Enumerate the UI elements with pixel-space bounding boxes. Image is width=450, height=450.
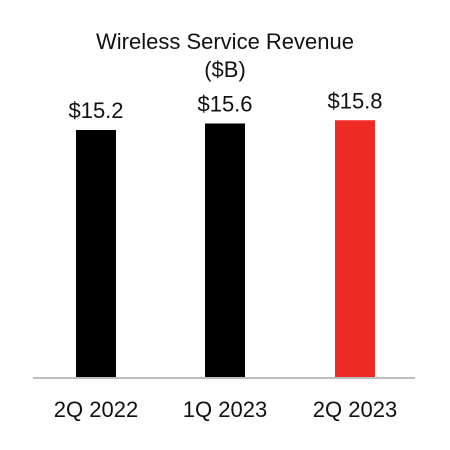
data-label-2: $15.6 [197, 92, 252, 117]
x-tick-label-3: 2Q 2023 [313, 397, 397, 422]
bar-2 [205, 123, 245, 377]
data-label-3: $15.8 [327, 88, 382, 113]
chart-title: Wireless Service Revenue [96, 29, 354, 54]
data-label-1: $15.2 [68, 98, 123, 123]
bar-3 [335, 120, 375, 377]
x-tick-label-2: 1Q 2023 [183, 397, 267, 422]
bar-1 [76, 130, 116, 377]
x-tick-label-1: 2Q 2022 [54, 397, 138, 422]
chart-subtitle: ($B) [204, 57, 246, 82]
